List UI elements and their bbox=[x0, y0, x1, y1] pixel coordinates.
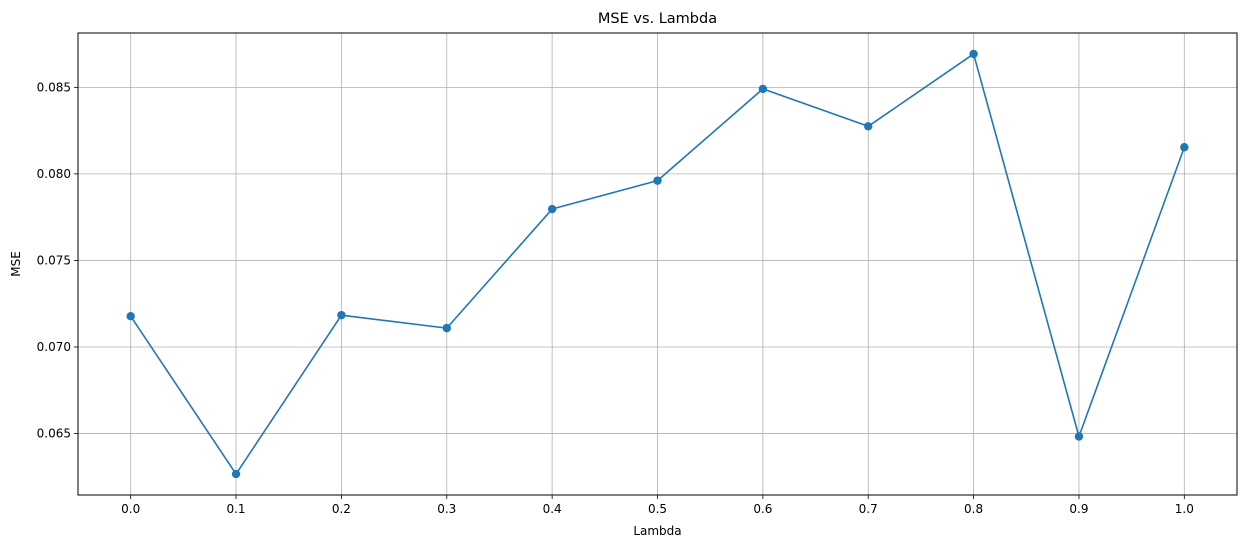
x-tick-label: 1.0 bbox=[1175, 502, 1194, 516]
y-tick-label: 0.065 bbox=[37, 427, 71, 441]
x-tick-label: 0.8 bbox=[964, 502, 983, 516]
data-point bbox=[126, 311, 135, 321]
x-tick-label: 0.0 bbox=[121, 502, 140, 516]
chart-title: MSE vs. Lambda bbox=[598, 11, 717, 27]
data-point bbox=[969, 49, 978, 59]
data-point bbox=[1074, 432, 1084, 441]
data-point bbox=[653, 176, 662, 185]
x-tick-label: 0.2 bbox=[332, 502, 351, 516]
y-axis-label: MSE bbox=[9, 251, 23, 277]
data-point bbox=[442, 323, 451, 333]
data-point bbox=[1180, 143, 1189, 152]
data-point bbox=[337, 310, 346, 320]
series-layer bbox=[126, 49, 1189, 479]
data-point bbox=[864, 122, 873, 131]
x-tick-label: 0.9 bbox=[1069, 502, 1088, 516]
x-tick-label: 0.7 bbox=[859, 502, 878, 516]
data-point bbox=[547, 204, 557, 214]
x-tick-label: 0.4 bbox=[543, 502, 562, 516]
y-tick-label: 0.070 bbox=[37, 340, 71, 354]
grid bbox=[78, 33, 1237, 495]
y-tick-label: 0.085 bbox=[37, 80, 71, 94]
x-tick-label: 0.6 bbox=[753, 502, 772, 516]
x-axis-label: Lambda bbox=[633, 524, 681, 538]
ticks: 0.0 0.1 0.2 0.3 0.4 0.5 0.6 0.7 0.8 0.9 1.0 0.065 0.… bbox=[37, 80, 1194, 516]
data-point bbox=[231, 469, 241, 479]
y-tick-label: 0.075 bbox=[37, 253, 71, 267]
x-tick-label: 0.1 bbox=[226, 502, 245, 516]
x-tick-label: 0.5 bbox=[648, 502, 667, 516]
y-tick-label: 0.080 bbox=[37, 167, 71, 181]
data-point bbox=[758, 84, 768, 94]
x-tick-label: 0.3 bbox=[437, 502, 456, 516]
